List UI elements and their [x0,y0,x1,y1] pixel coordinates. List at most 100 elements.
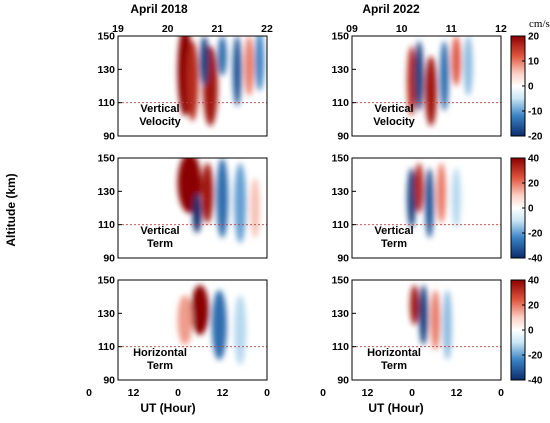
heatmap-cell-5 [250,178,260,238]
y-tick-label: 90 [103,375,115,387]
heatmap-cell-3 [234,295,247,365]
x-tick-label: 0 [498,387,504,399]
heatmap-cell-1 [201,163,214,223]
y-tick-label: 110 [332,341,349,353]
y-tick-label: 150 [97,153,115,165]
x-axis-label-right: UT (Hour) [368,401,423,415]
x-tick-label: 12 [362,387,374,399]
heatmap-cell-3 [439,41,449,111]
heatmap-field [177,285,247,365]
heatmap-field [410,285,452,360]
heatmap-cell-1 [419,285,428,345]
heatmap-field [177,36,265,126]
panel-frame [351,157,502,259]
x-tick-label: 12 [217,387,229,399]
panel-frame [351,35,502,137]
y-tick-label: 110 [98,219,115,231]
colorbar-tick-label: 0 [528,326,534,337]
colorbar-0: -20 -10 0 10 20 [510,32,543,143]
colorbar-tick-label: -20 [528,229,543,240]
panel-2-0: 90 110 130 150 Horizontal Term [97,275,268,387]
heatmap-cell-2 [211,290,227,360]
top-tick-label: 10 [396,23,408,35]
panel-frame [117,35,268,137]
heatmap-cell-1 [414,41,424,111]
heatmap-cell-6 [244,36,254,96]
heatmap-field [407,36,473,126]
y-tick-label: 110 [332,219,349,231]
colorbar-tick-label: 20 [528,301,540,312]
panel-label: Vertical Term [140,225,179,250]
y-tick-label: 150 [97,31,115,43]
y-tick-label: 90 [337,131,349,143]
heatmap-cell-4 [234,163,247,243]
colorbar-tick-label: -20 [528,132,543,143]
colorbar-tick-label: 20 [528,32,540,43]
heatmap-cell-7 [255,36,265,91]
x-tick-label: 0 [320,387,326,399]
x-tick-label: 12 [128,387,140,399]
x-tick-label: 0 [175,387,181,399]
heatmap-cell-0 [407,168,417,228]
heatmap-cell-2 [192,193,202,233]
panel-label: Vertical Term [374,225,413,250]
top-tick-label: 11 [446,23,457,35]
y-tick-label: 110 [98,341,115,353]
colorbar-tick-label: -40 [528,376,543,387]
top-tick-label: 09 [346,23,358,35]
heatmap-cell-4 [451,168,461,228]
panel-1-0: 90 110 130 150 Vertical Term [97,153,268,265]
heatmap-cell-3 [436,163,446,223]
heatmap-cell-2 [425,56,437,126]
column-title-right: April 2022 [362,2,420,16]
heatmap-cell-1 [177,295,193,345]
x-tick-label: 0 [409,387,415,399]
top-tick-label: 20 [162,23,174,35]
y-tick-label: 150 [331,31,349,43]
heatmap-cell-5 [232,36,242,106]
x-tick-label: 12 [451,387,463,399]
heatmap-cell-3 [216,158,229,238]
colorbar-1: -40 -20 0 20 40 [510,154,543,265]
panel-frame [351,279,502,381]
y-tick-label: 130 [97,186,115,198]
top-tick-label: 21 [211,23,223,35]
panel-label: Vertical Velocity [373,103,415,128]
colorbar-tick-label: -40 [528,254,543,265]
top-tick-label: 19 [112,23,124,35]
panel-label: Horizontal Term [367,347,421,372]
panel-frame [117,279,268,381]
panel-frame [117,157,268,259]
heatmap-cell-2 [425,168,434,238]
y-tick-label: 150 [331,275,349,287]
top-tick-label: 22 [261,23,273,35]
heatmap-cell-0 [191,285,209,335]
heatmap-cell-0 [410,285,420,325]
y-tick-label: 90 [103,131,115,143]
heatmap-cell-4 [217,36,227,76]
panel-label: Vertical Velocity [139,103,181,128]
heatmap-cell-2 [430,290,440,350]
y-tick-label: 110 [332,97,349,109]
colorbar-tick-label: -10 [528,107,543,118]
colorbar-tick-label: 0 [528,82,534,93]
panel-2-1: 90 110 130 150 Horizontal Term [331,275,502,387]
y-tick-label: 130 [331,308,349,320]
heatmap-cell-4 [451,36,461,86]
y-tick-label: 130 [331,64,349,76]
colorbar-tick-label: 40 [528,154,540,165]
colorbar-unit: cm/s [529,18,550,30]
heatmap-field [407,163,461,238]
colorbar-2: -40 -20 0 20 40 [510,276,543,387]
panel-label: Horizontal Term [133,347,187,372]
y-tick-label: 130 [331,186,349,198]
heatmap-cell-3 [199,36,209,86]
y-tick-label: 90 [103,253,115,265]
colorbar-tick-label: -20 [528,351,543,362]
colorbar-tick-label: 20 [528,179,540,190]
